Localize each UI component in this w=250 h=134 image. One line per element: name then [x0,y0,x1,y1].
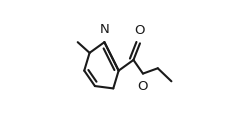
Text: O: O [135,24,145,37]
Text: O: O [138,80,148,93]
Text: N: N [100,23,109,36]
